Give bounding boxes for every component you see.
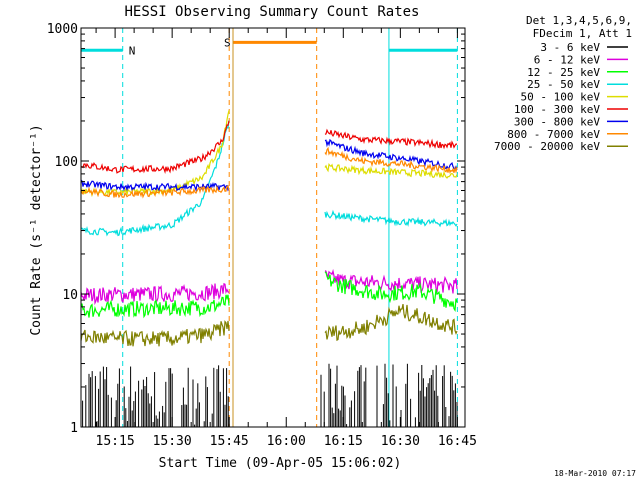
legend-header-line-1: Det 1,3,4,5,6,9,: [526, 14, 632, 27]
x-axis-label: Start Time (09-Apr-05 15:06:02): [159, 456, 402, 471]
legend-label: 100 - 300 keV: [514, 103, 600, 116]
series-5: [81, 120, 457, 175]
legend-header-line-2: FDecim 1, Att 1: [533, 27, 632, 40]
y-axis-label: Count Rate (s⁻¹ detector⁻¹): [29, 124, 44, 335]
interval-label: S: [224, 36, 231, 49]
legend-label: 25 - 50 keV: [527, 78, 600, 91]
series-line: [324, 268, 458, 294]
axes: 1 10 100 1000 15:15 15:30 15:45 16:00 16:15 16:30…: [47, 22, 477, 449]
x-tick-label: 15:45: [210, 434, 249, 449]
series-7: [80, 146, 458, 199]
annotation-N: N: [80, 28, 458, 427]
legend-label: 6 - 12 keV: [534, 53, 601, 66]
series-line: [80, 282, 230, 306]
y-axis-label-group: Count Rate (s⁻¹ detector⁻¹): [29, 124, 44, 335]
series-8: [80, 303, 458, 347]
legend-label: 50 - 100 keV: [521, 91, 601, 104]
legend: Det 1,3,4,5,6,9, FDecim 1, Att 1 3 - 6 k…: [494, 14, 632, 153]
series-3: [80, 120, 458, 237]
generation-timestamp: 18-Mar-2010 07:17: [554, 469, 636, 478]
legend-label: 12 - 25 keV: [527, 66, 600, 79]
chart-title: HESSI Observing Summary Count Rates: [124, 4, 419, 20]
series-line: [80, 294, 230, 319]
y-tick-label: 10: [62, 288, 78, 303]
legend-label: 7000 - 20000 keV: [494, 140, 600, 153]
y-tick-label: 100: [55, 155, 78, 170]
series-line: [81, 120, 230, 175]
series-line: [324, 163, 458, 179]
x-tick-label: 16:15: [324, 434, 363, 449]
series-line: [80, 120, 230, 237]
annotation-S: S: [224, 28, 318, 427]
interval-label: N: [129, 44, 136, 57]
x-tick-label: 15:30: [153, 434, 192, 449]
series-0: [82, 363, 458, 427]
series-line: [80, 184, 230, 199]
plot-area: NS: [80, 28, 458, 427]
series-4: [80, 110, 458, 198]
plot-frame: [80, 27, 466, 428]
y-tick-label: 1000: [47, 22, 78, 37]
series-2: [80, 271, 458, 319]
legend-label: 800 - 7000 keV: [507, 128, 600, 141]
series-line: [80, 110, 230, 198]
series-line: [324, 128, 457, 150]
legend-label: 300 - 800 keV: [514, 115, 600, 128]
x-tick-label: 16:00: [267, 434, 306, 449]
series-1: [80, 268, 458, 306]
series-line: [324, 303, 458, 342]
series-line: [324, 138, 458, 171]
x-tick-label: 15:15: [96, 434, 135, 449]
series-line: [80, 320, 230, 347]
series-line: [324, 209, 458, 228]
x-tick-label: 16:45: [438, 434, 477, 449]
series-line: [324, 146, 458, 174]
legend-label: 3 - 6 keV: [540, 41, 600, 54]
series-6: [80, 138, 458, 193]
x-tick-label: 16:30: [381, 434, 420, 449]
y-tick-label: 1: [70, 421, 78, 436]
series-line: [324, 271, 458, 312]
